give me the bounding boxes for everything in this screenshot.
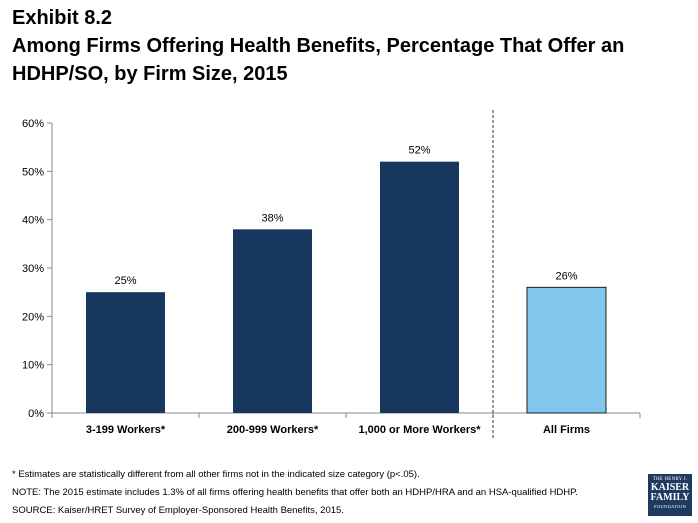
logo-foundation-text: FOUNDATION: [654, 504, 686, 509]
category-label: All Firms: [543, 424, 590, 436]
y-tick-label: 60%: [22, 118, 44, 130]
footnote-source: SOURCE: Kaiser/HRET Survey of Employer-S…: [12, 505, 344, 516]
logo-family-text: FAMILY: [650, 492, 690, 503]
category-label: 1,000 or More Workers*: [358, 424, 481, 436]
category-label: 3-199 Workers*: [86, 424, 166, 436]
category-label: 200-999 Workers*: [227, 424, 319, 436]
y-tick-label: 20%: [22, 311, 44, 323]
logo-top-text: THE HENRY J.: [652, 477, 688, 482]
exhibit-label: Exhibit 8.2: [12, 7, 113, 29]
footnote-significance: * Estimates are statistically different …: [12, 469, 420, 480]
bar-chart: 0% 10% 20% 30% 40% 50% 60% 25% 3-199 Workers* 38%…: [22, 110, 641, 440]
kff-logo: THE HENRY J. KAISER FAMILY FOUNDATION: [648, 474, 692, 516]
bar: [233, 229, 312, 413]
footnotes: * Estimates are statistically different …: [12, 466, 632, 520]
y-tick-label: 50%: [22, 166, 44, 178]
chart-title-line-1: Among Firms Offering Health Benefits, Pe…: [12, 35, 625, 57]
y-tick-label: 40%: [22, 215, 44, 227]
y-tick-label: 30%: [22, 263, 44, 275]
footnote-note: NOTE: The 2015 estimate includes 1.3% of…: [12, 487, 578, 498]
data-label: 26%: [555, 270, 577, 282]
data-label: 25%: [114, 275, 136, 287]
title-block: Exhibit 8.2 Among Firms Offering Health …: [12, 4, 692, 88]
chart-title-line-2: HDHP/SO, by Firm Size, 2015: [12, 63, 288, 85]
bar: [526, 286, 607, 414]
y-tick-label: 0%: [28, 408, 44, 420]
data-label: 38%: [261, 212, 283, 224]
bar: [86, 292, 165, 413]
y-tick-label: 10%: [22, 360, 44, 372]
bar: [380, 161, 459, 413]
data-label: 52%: [408, 145, 430, 157]
logo-kaiser-text: KAISER: [650, 482, 690, 493]
